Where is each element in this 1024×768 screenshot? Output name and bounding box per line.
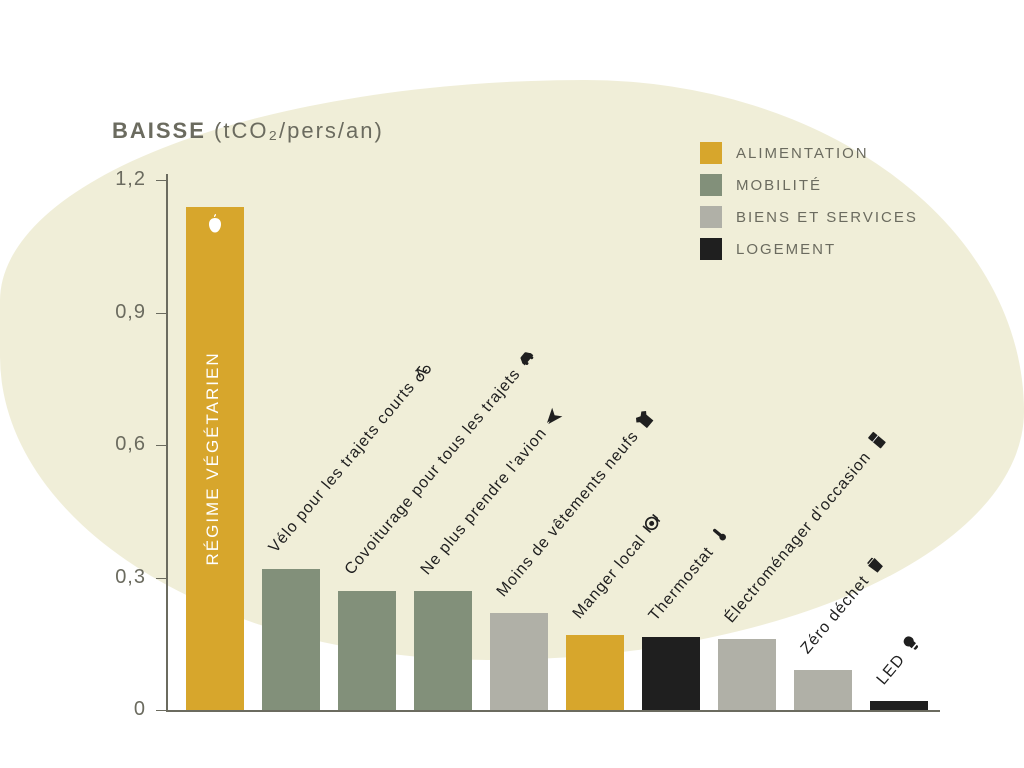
bar-label: Moins de vêtements neufs: [491, 405, 662, 602]
bar: [566, 635, 624, 710]
legend-swatch: [700, 206, 722, 228]
y-axis: [166, 174, 168, 710]
chart-title-strong: BAISSE: [112, 118, 214, 143]
bar: [794, 670, 852, 710]
bar: [262, 569, 320, 710]
bar-label: Zéro déchet: [795, 550, 893, 660]
legend-item: MOBILITÉ: [700, 174, 918, 196]
bar: [338, 591, 396, 710]
legend-item: ALIMENTATION: [700, 142, 918, 164]
apple-icon: [203, 212, 227, 241]
y-tick: [156, 710, 168, 711]
bar: [642, 637, 700, 710]
x-axis: [166, 710, 940, 712]
y-tick-label: 1,2: [96, 168, 146, 191]
y-tick: [156, 578, 168, 579]
y-tick: [156, 313, 168, 314]
legend-label: MOBILITÉ: [736, 177, 822, 194]
y-tick: [156, 180, 168, 181]
bar: [870, 701, 928, 710]
bar-label-highlight: RÉGIME VÉGÉTARIEN: [203, 227, 227, 691]
chart-title: BAISSE (tCO₂/pers/an): [112, 118, 384, 144]
chart-stage: BAISSE (tCO₂/pers/an) ALIMENTATION MOBILI…: [0, 0, 1024, 768]
bar: [718, 639, 776, 710]
bar: [490, 613, 548, 710]
y-tick: [156, 445, 168, 446]
legend-swatch: [700, 238, 722, 260]
bar-label: Vélo pour les trajets courts: [263, 356, 439, 559]
legend-swatch: [700, 174, 722, 196]
y-tick-label: 0: [96, 698, 146, 721]
bar-label: LED: [871, 629, 929, 691]
legend-label: ALIMENTATION: [736, 145, 869, 162]
y-tick-label: 0,6: [96, 433, 146, 456]
y-tick-label: 0,9: [96, 301, 146, 324]
legend-item: BIENS ET SERVICES: [700, 206, 918, 228]
legend-label: LOGEMENT: [736, 241, 836, 258]
plane-icon: [539, 402, 571, 433]
bar: [414, 591, 472, 710]
legend: ALIMENTATION MOBILITÉ BIENS ET SERVICES LOG…: [700, 142, 918, 270]
bar-label: Électroménager d'occasion: [719, 427, 895, 630]
bike-icon: [407, 356, 439, 387]
y-tick-label: 0,3: [96, 566, 146, 589]
chart-title-unit: (tCO₂/pers/an): [214, 118, 384, 143]
legend-label: BIENS ET SERVICES: [736, 209, 918, 226]
legend-swatch: [700, 142, 722, 164]
legend-item: LOGEMENT: [700, 238, 918, 260]
